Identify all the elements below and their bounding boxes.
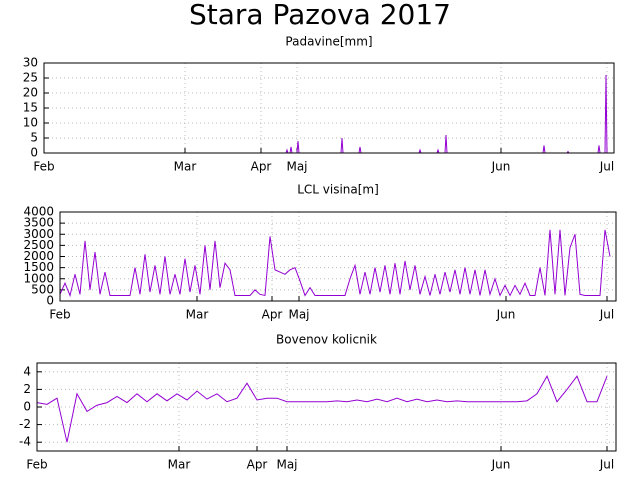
y-tick-label: 1500 — [23, 260, 54, 274]
y-tick-label: 3000 — [23, 227, 54, 241]
y-tick-label: 25 — [23, 71, 38, 85]
data-line — [59, 229, 611, 298]
page-title: Stara Pazova 2017 — [189, 0, 451, 31]
y-tick-label: 0 — [30, 146, 38, 160]
x-tick-label: Mar — [174, 160, 197, 174]
x-tick-label: Jun — [491, 458, 511, 472]
x-tick-label: Apr — [247, 458, 268, 472]
x-tick-label: Feb — [33, 160, 54, 174]
y-tick-label: 0 — [23, 400, 31, 414]
x-tick-label: Jun — [496, 308, 516, 322]
plot-frame — [59, 211, 617, 302]
chart-subtitle: Bovenov kolicnik — [276, 333, 377, 347]
chart-subtitle: LCL visina[m] — [297, 183, 379, 197]
x-tick-label: Maj — [286, 160, 307, 174]
x-tick-label: Mar — [168, 458, 191, 472]
x-tick-label: Feb — [26, 458, 47, 472]
y-tick-label: 30 — [23, 56, 38, 70]
x-tick-label: Maj — [276, 458, 297, 472]
x-tick-label: Jun — [491, 160, 511, 174]
chart-subtitle: Padavine[mm] — [285, 35, 372, 49]
y-tick-label: 10 — [23, 116, 38, 130]
y-tick-label: 1000 — [23, 271, 54, 285]
x-tick-label: Mar — [186, 308, 209, 322]
x-tick-label: Maj — [288, 308, 309, 322]
y-tick-label: 2 — [23, 382, 31, 396]
y-tick-label: 0 — [46, 294, 54, 308]
y-tick-label: 3500 — [23, 216, 54, 230]
y-tick-label: 2500 — [23, 238, 54, 252]
y-tick-label: 15 — [23, 101, 38, 115]
x-tick-label: Apr — [262, 308, 283, 322]
y-tick-label: 2000 — [23, 249, 54, 263]
x-tick-label: Feb — [49, 308, 70, 322]
x-tick-label: Jul — [599, 308, 614, 322]
data-line — [36, 375, 608, 443]
y-tick-label: 4 — [23, 364, 31, 378]
y-tick-label: 500 — [31, 282, 54, 296]
x-tick-label: Apr — [251, 160, 272, 174]
y-tick-label: -2 — [19, 417, 31, 431]
y-tick-label: 4000 — [23, 205, 54, 219]
y-tick-label: 20 — [23, 86, 38, 100]
x-tick-label: Jul — [599, 458, 614, 472]
y-tick-label: -4 — [19, 435, 31, 449]
y-tick-label: 5 — [30, 131, 38, 145]
plot-frame — [36, 362, 617, 452]
plot-frame — [43, 62, 615, 154]
x-tick-label: Jul — [599, 160, 614, 174]
data-line — [44, 74, 610, 154]
